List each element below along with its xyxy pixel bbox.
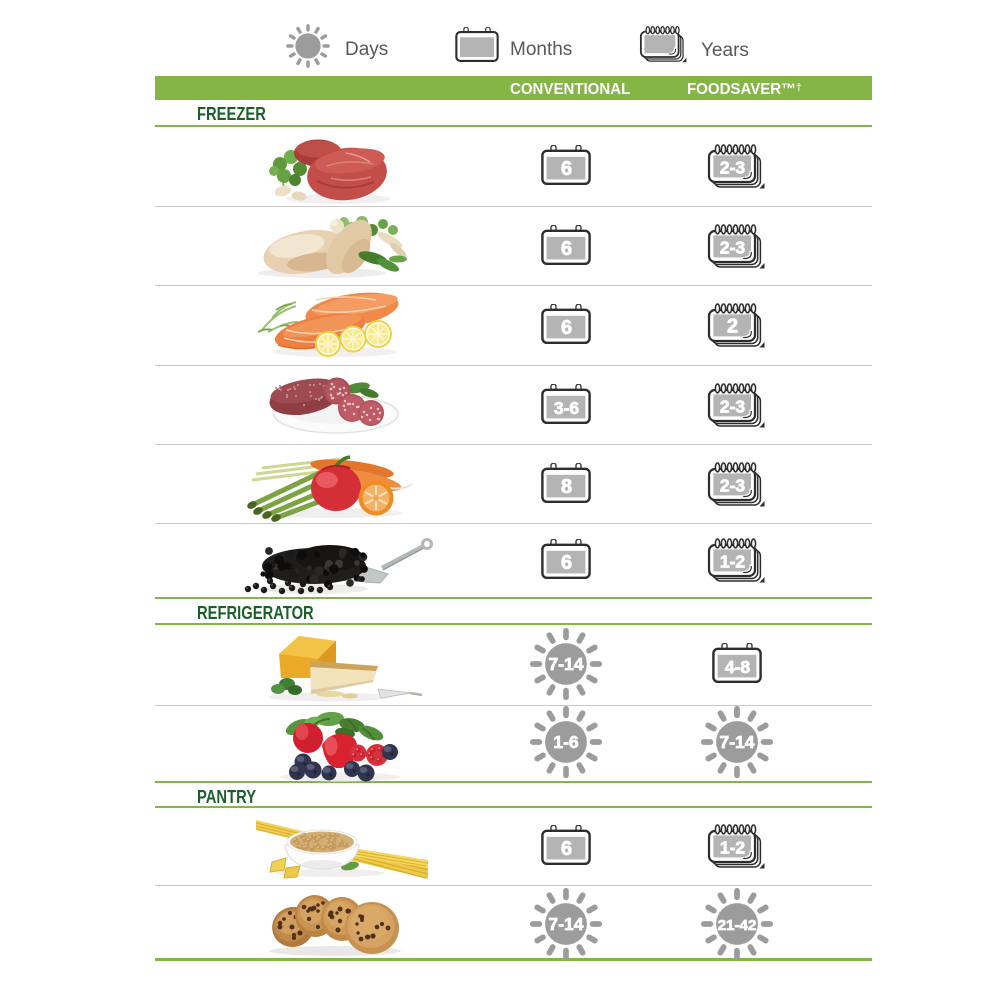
svg-text:6: 6	[561, 838, 572, 860]
svg-text:8: 8	[561, 476, 572, 498]
svg-text:1-2: 1-2	[720, 552, 746, 572]
svg-text:2-3: 2-3	[720, 475, 746, 495]
svg-text:3-6: 3-6	[554, 398, 580, 418]
svg-text:7-14: 7-14	[548, 914, 583, 934]
svg-text:7-14: 7-14	[548, 654, 583, 674]
svg-text:6: 6	[561, 238, 572, 260]
svg-text:2-3: 2-3	[720, 396, 746, 416]
svg-text:2-3: 2-3	[720, 157, 746, 177]
svg-text:1-2: 1-2	[720, 838, 746, 858]
svg-text:6: 6	[561, 552, 572, 574]
svg-text:7-14: 7-14	[719, 732, 754, 752]
svg-text:6: 6	[561, 317, 572, 339]
svg-text:2-3: 2-3	[720, 237, 746, 257]
svg-text:21-42: 21-42	[718, 917, 757, 934]
svg-text:6: 6	[561, 158, 572, 180]
svg-text:1-6: 1-6	[553, 732, 579, 752]
svg-text:4-8: 4-8	[725, 657, 751, 677]
svg-text:2: 2	[727, 316, 738, 338]
